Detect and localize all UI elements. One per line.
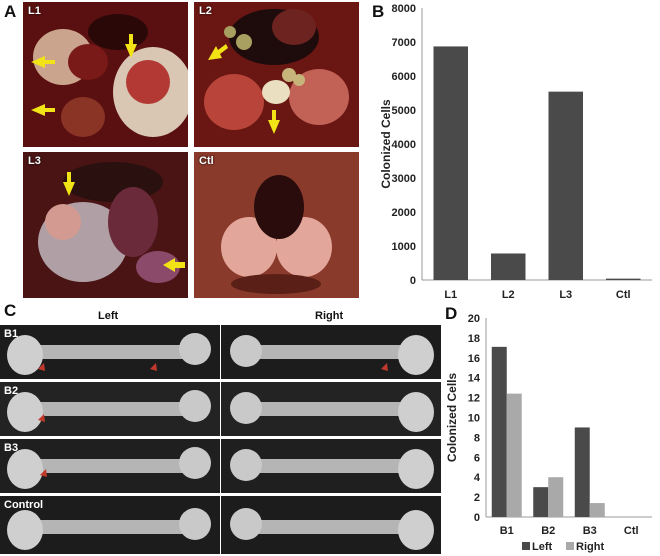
bar-left [533,487,549,517]
xray-b1-left: B1 [0,325,220,379]
y-tick-label: 2 [474,492,480,504]
bar [433,46,468,280]
photo-l3: L3 [23,152,188,298]
photo-label: L3 [28,155,41,167]
photo-label: Ctl [199,155,214,167]
y-tick-label: 0 [474,512,480,524]
bone-xray-image [0,439,220,493]
photo-ctl: Ctl [194,152,359,298]
bar-right [506,393,522,517]
y-tick-label: 8000 [392,3,416,15]
lung-tissue-image [23,2,188,147]
bar-right [589,503,605,517]
lung-tissue-image [194,2,359,147]
bar-right [548,477,564,517]
x-tick-label: B2 [541,525,555,537]
xray-b3-left: B3 [0,439,220,493]
y-axis-label: Colonized Cells [445,373,459,463]
x-tick-label: L1 [444,289,457,300]
panel-letter-b: B [372,2,385,21]
column-header-right: Right [315,310,344,322]
x-tick-label: Ctl [624,525,639,537]
y-tick-label: 12 [468,393,480,405]
legend-label: Right [576,541,604,553]
x-tick-label: L3 [559,289,572,300]
y-tick-label: 4000 [392,139,416,151]
chart-b: 0 1000 2000 3000 4000 5000 6000 7000 8000 L1 L2 L3 C… [379,3,652,300]
bar [548,91,583,280]
bone-xray-image [0,496,220,554]
y-tick-label: 3000 [392,173,416,185]
xray-row-label: B1 [4,328,19,340]
bone-xray-image [221,382,441,436]
bone-xray-image [221,325,441,379]
y-tick-label: 2000 [392,207,416,219]
bar [606,278,641,280]
xray-b1-right [221,325,441,379]
xray-b2-right [221,382,441,436]
bar [491,253,526,280]
y-tick-label: 1000 [392,241,416,253]
bone-xray-image [221,496,441,554]
xray-row-label: Control [4,499,44,511]
photo-label: L1 [28,5,41,17]
bar-left [574,427,590,517]
y-tick-label: 0 [410,275,416,287]
xray-b2-left: B2 [0,382,220,436]
y-tick-label: 14 [468,373,481,385]
y-tick-label: 18 [468,333,480,345]
y-tick-label: 16 [468,353,480,365]
column-header-left: Left [98,310,119,322]
y-tick-label: 6000 [392,71,416,83]
bone-xray-image [0,325,220,379]
panel-letter-a: A [4,2,17,21]
y-tick-label: 4 [474,472,481,484]
panel-letter-c: C [4,301,17,320]
x-tick-label: B3 [583,525,597,537]
legend-swatch [566,542,574,550]
bar-left [491,346,507,517]
xray-control-right [221,496,441,554]
xray-row-label: B2 [4,385,19,397]
y-tick-label: 10 [468,413,480,425]
y-tick-label: 8 [474,432,480,444]
y-tick-label: 6 [474,452,480,464]
y-tick-label: 5000 [392,105,416,117]
lung-tissue-image [23,152,188,298]
bone-xray-image [0,382,220,436]
bone-xray-image [221,439,441,493]
xray-b3-right [221,439,441,493]
lung-tissue-image [194,152,359,298]
legend-label: Left [532,541,553,553]
photo-l2: L2 [194,2,359,147]
x-tick-label: Ctl [616,289,631,300]
legend-swatch [522,542,530,550]
xray-control-left: Control [0,496,220,554]
photo-label: L2 [199,5,212,17]
x-tick-label: L2 [502,289,515,300]
y-tick-label: 7000 [392,37,416,49]
xray-row-label: B3 [4,442,19,454]
photo-l1: L1 [23,2,188,147]
chart-d: 0 2 4 6 8 10 12 14 16 18 20 B1 B2 B3 Ctl Colonized Cell… [445,313,652,553]
panel-letter-d: D [445,304,458,323]
x-tick-label: B1 [500,525,514,537]
y-tick-label: 20 [468,313,480,325]
y-axis-label: Colonized Cells [379,99,393,189]
